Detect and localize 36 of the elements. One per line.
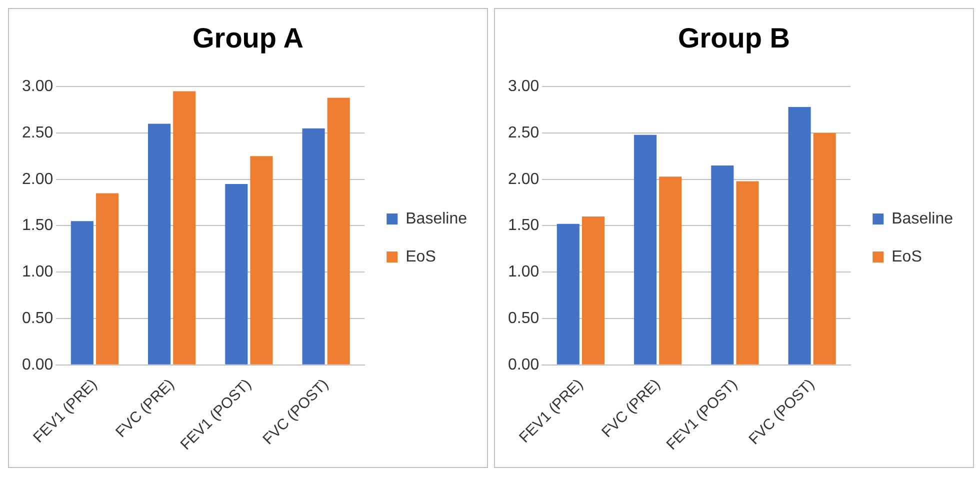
- bar: [302, 128, 325, 364]
- y-tick-label: 3.00: [508, 78, 540, 96]
- y-tick-label: 2.00: [22, 170, 54, 188]
- bar: [788, 107, 811, 364]
- y-tick-label: 1.00: [22, 264, 54, 281]
- bar: [148, 124, 171, 364]
- y-tick-label: 0.00: [22, 356, 54, 374]
- bar: [327, 98, 350, 364]
- y-tick-label: 1.50: [508, 217, 540, 234]
- bar: [736, 181, 759, 364]
- y-tick-label: 1.00: [508, 264, 540, 281]
- y-tick-label: 3.00: [22, 78, 54, 96]
- bar: [173, 91, 196, 364]
- legend-label: Baseline: [406, 210, 468, 228]
- bar: [70, 221, 94, 364]
- legend-label: Baseline: [892, 210, 954, 228]
- legend-label: EoS: [892, 248, 922, 266]
- bar: [582, 216, 605, 364]
- y-tick-label: 0.00: [508, 356, 540, 374]
- legend-label: EoS: [406, 248, 436, 266]
- bar: [96, 193, 119, 364]
- bar: [634, 134, 657, 364]
- chart-title: Group A: [192, 22, 304, 54]
- y-tick-label: 1.50: [22, 217, 54, 234]
- bar: [711, 165, 734, 364]
- chart-title: Group B: [678, 22, 790, 54]
- bar: [556, 224, 580, 364]
- bar: [225, 184, 248, 364]
- y-tick-label: 0.50: [22, 310, 54, 327]
- bar: [250, 156, 273, 364]
- bar: [659, 176, 682, 364]
- y-tick-label: 0.50: [508, 310, 540, 327]
- bar: [813, 132, 836, 364]
- y-tick-label: 2.50: [508, 124, 540, 142]
- y-tick-label: 2.00: [508, 170, 540, 188]
- y-tick-label: 2.50: [22, 124, 54, 142]
